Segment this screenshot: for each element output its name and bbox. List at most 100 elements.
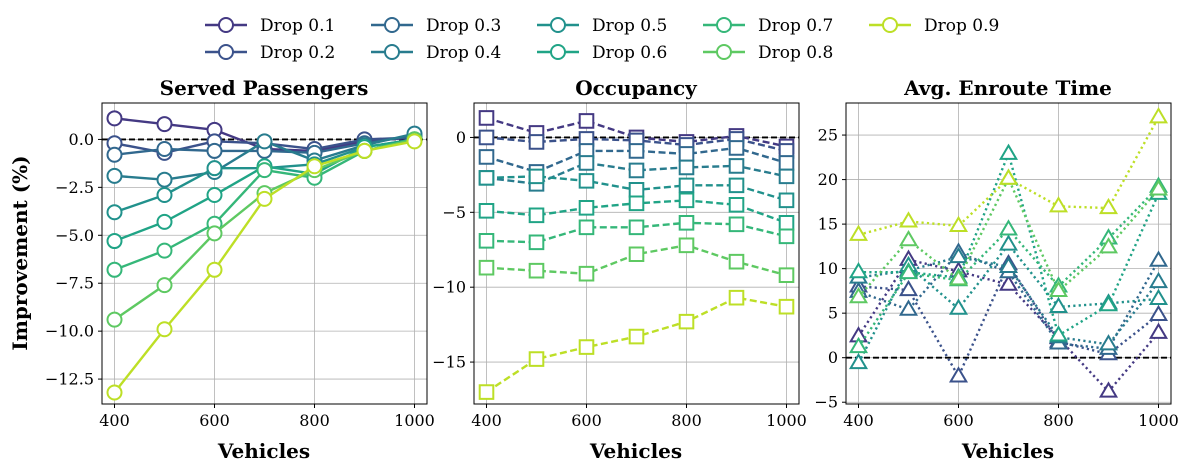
legend-label-drop-0-6: Drop 0.6 (592, 43, 667, 63)
data-point-served-passengers-drop-0-3-400 (106, 146, 123, 163)
data-point-avg-enroute-time-drop-0-1-1000 (1148, 322, 1169, 339)
data-point-avg-enroute-time-drop-0-4-1000 (1148, 271, 1169, 289)
y-tick-label-0: 0 (456, 128, 466, 147)
legend-swatch-marker-drop-0-8 (716, 44, 732, 60)
data-point-avg-enroute-time-drop-0-5-600 (948, 298, 969, 315)
x-tick-label-400: 400 (843, 411, 874, 430)
data-point-occupancy-drop-0-7-900 (728, 216, 745, 233)
axes-frame-served-passengers (101, 102, 428, 405)
data-point-occupancy-drop-0-2-400 (478, 129, 495, 146)
data-point-occupancy-drop-0-5-800 (678, 177, 695, 194)
data-point-occupancy-drop-0-8-700 (628, 246, 645, 263)
ticks-occupancy: 400 600 800 1000 0 −5 −10 −15 (432, 128, 807, 430)
series-group-served-passengers (106, 110, 423, 401)
y-tick-label-2: −5.0 (55, 226, 94, 245)
data-point-served-passengers-drop-0-9-400 (106, 384, 123, 401)
data-point-occupancy-drop-0-1-600 (578, 113, 595, 129)
legend-entry-drop-0-5: Drop 0.5 (537, 16, 667, 36)
data-point-avg-enroute-time-drop-0-9-500 (898, 211, 919, 228)
x-tick-label-400: 400 (471, 411, 502, 430)
legend-entry-drop-0-8: Drop 0.8 (703, 43, 833, 63)
data-point-occupancy-drop-0-3-1000 (778, 155, 795, 171)
legend-entry-drop-0-9: Drop 0.9 (869, 16, 999, 36)
y-tick-label-2: 15 (818, 215, 838, 234)
data-point-avg-enroute-time-drop-0-3-1000 (1148, 250, 1169, 267)
data-point-avg-enroute-time-drop-0-6-800 (1048, 325, 1069, 342)
legend-label-drop-0-3: Drop 0.3 (426, 16, 501, 36)
legend-swatch-marker-drop-0-2 (218, 44, 234, 60)
data-point-occupancy-drop-0-5-700 (628, 182, 645, 198)
data-point-served-passengers-drop-0-4-500 (156, 171, 173, 188)
legend-entry-drop-0-2: Drop 0.2 (205, 43, 335, 63)
x-tick-label-800: 800 (671, 411, 702, 430)
panel-avg-enroute-time: Avg. Enroute Time 400 600 800 1000 25 20 15 10 5… (814, 76, 1178, 463)
x-tick-label-1000: 1000 (766, 411, 807, 430)
legend-swatch-marker-drop-0-1 (218, 17, 234, 33)
legend-label-drop-0-8: Drop 0.8 (758, 43, 833, 63)
data-point-served-passengers-drop-0-8-400 (106, 311, 123, 328)
axes-frame-avg-enroute-time (845, 102, 1172, 405)
legend-label-drop-0-5: Drop 0.5 (592, 16, 667, 36)
data-point-served-passengers-drop-0-7-400 (106, 261, 123, 278)
panel-occupancy: Occupancy 400 600 800 1000 0 −5 −10 −15 Vehicle… (432, 76, 807, 463)
data-point-served-passengers-drop-0-6-600 (206, 187, 223, 204)
data-point-occupancy-drop-0-6-1000 (778, 215, 795, 231)
data-point-avg-enroute-time-drop-0-5-700 (998, 234, 1019, 251)
data-point-avg-enroute-time-drop-0-7-500 (898, 262, 919, 280)
data-point-avg-enroute-time-drop-0-5-400 (848, 352, 869, 370)
data-point-occupancy-drop-0-7-800 (678, 215, 695, 231)
data-point-avg-enroute-time-drop-0-9-900 (1098, 197, 1119, 215)
y-tick-label-0: 0.0 (69, 130, 94, 149)
data-point-avg-enroute-time-drop-0-1-900 (1098, 381, 1119, 398)
ticks-served-passengers: 400 600 800 1000 0.0 −2.5 −5.0 −7.5 −10.0 −12.5 (45, 130, 435, 430)
legend-entry-drop-0-4: Drop 0.4 (371, 43, 501, 63)
data-point-occupancy-drop-0-4-900 (728, 158, 745, 174)
data-point-avg-enroute-time-drop-0-2-500 (898, 279, 919, 297)
data-point-avg-enroute-time-drop-0-8-900 (1098, 237, 1119, 254)
data-point-served-passengers-drop-0-5-500 (156, 187, 173, 204)
data-point-occupancy-drop-0-7-500 (528, 234, 545, 251)
data-point-occupancy-drop-0-6-900 (728, 197, 745, 213)
data-point-served-passengers-drop-0-3-500 (156, 141, 173, 158)
legend-entry-drop-0-6: Drop 0.6 (537, 43, 667, 63)
data-point-occupancy-drop-0-9-400 (478, 384, 495, 400)
data-point-occupancy-drop-0-4-1000 (778, 168, 795, 185)
y-tick-label-6: −5 (814, 393, 838, 412)
data-point-avg-enroute-time-drop-0-5-1000 (1148, 288, 1169, 306)
x-tick-label-800: 800 (1043, 411, 1074, 430)
data-point-served-passengers-drop-0-9-500 (156, 321, 173, 338)
data-point-occupancy-drop-0-4-800 (678, 159, 695, 176)
legend: Drop 0.1 Drop 0.2 Drop 0.3 Drop 0.4 Drop 0.5… (205, 16, 999, 63)
x-tick-label-600: 600 (199, 411, 230, 430)
data-point-occupancy-drop-0-1-400 (478, 110, 495, 126)
data-point-occupancy-drop-0-6-600 (578, 200, 595, 216)
data-point-avg-enroute-time-drop-0-9-600 (948, 215, 969, 232)
data-point-avg-enroute-time-drop-0-1-700 (998, 274, 1019, 291)
data-point-served-passengers-drop-0-5-400 (106, 204, 123, 221)
data-point-avg-enroute-time-drop-0-2-600 (948, 366, 969, 383)
legend-swatch-marker-drop-0-9 (882, 17, 898, 33)
data-point-occupancy-drop-0-6-800 (678, 192, 695, 209)
x-axis-title-served-passengers: Vehicles (217, 439, 310, 463)
data-point-avg-enroute-time-drop-0-4-700 (998, 256, 1019, 273)
data-point-served-passengers-drop-0-9-800 (306, 158, 323, 175)
data-point-avg-enroute-time-drop-0-9-1000 (1148, 107, 1169, 124)
panel-served-passengers: Served Passengers 400 600 800 1000 0.0 −2.5 −5… (45, 76, 435, 463)
legend-label-drop-0-7: Drop 0.7 (758, 16, 833, 36)
series-group-avg-enroute-time (848, 107, 1169, 398)
data-point-occupancy-drop-0-6-700 (628, 195, 645, 212)
data-point-occupancy-drop-0-9-700 (628, 328, 645, 345)
axes-frame-occupancy (473, 102, 800, 405)
data-point-avg-enroute-time-drop-0-8-1000 (1148, 179, 1169, 196)
x-axis-title-avg-enroute-time: Vehicles (961, 439, 1054, 463)
y-axis-title: Improvement (%) (8, 155, 32, 350)
panel-title-avg-enroute-time: Avg. Enroute Time (903, 76, 1112, 100)
data-point-avg-enroute-time-drop-0-7-700 (998, 219, 1019, 236)
data-point-occupancy-drop-0-7-600 (578, 219, 595, 236)
data-point-occupancy-drop-0-8-800 (678, 237, 695, 254)
legend-label-drop-0-2: Drop 0.2 (260, 43, 335, 63)
data-point-avg-enroute-time-drop-0-8-600 (948, 269, 969, 286)
y-tick-label-3: 10 (818, 259, 838, 278)
data-point-served-passengers-drop-0-1-500 (156, 116, 173, 133)
